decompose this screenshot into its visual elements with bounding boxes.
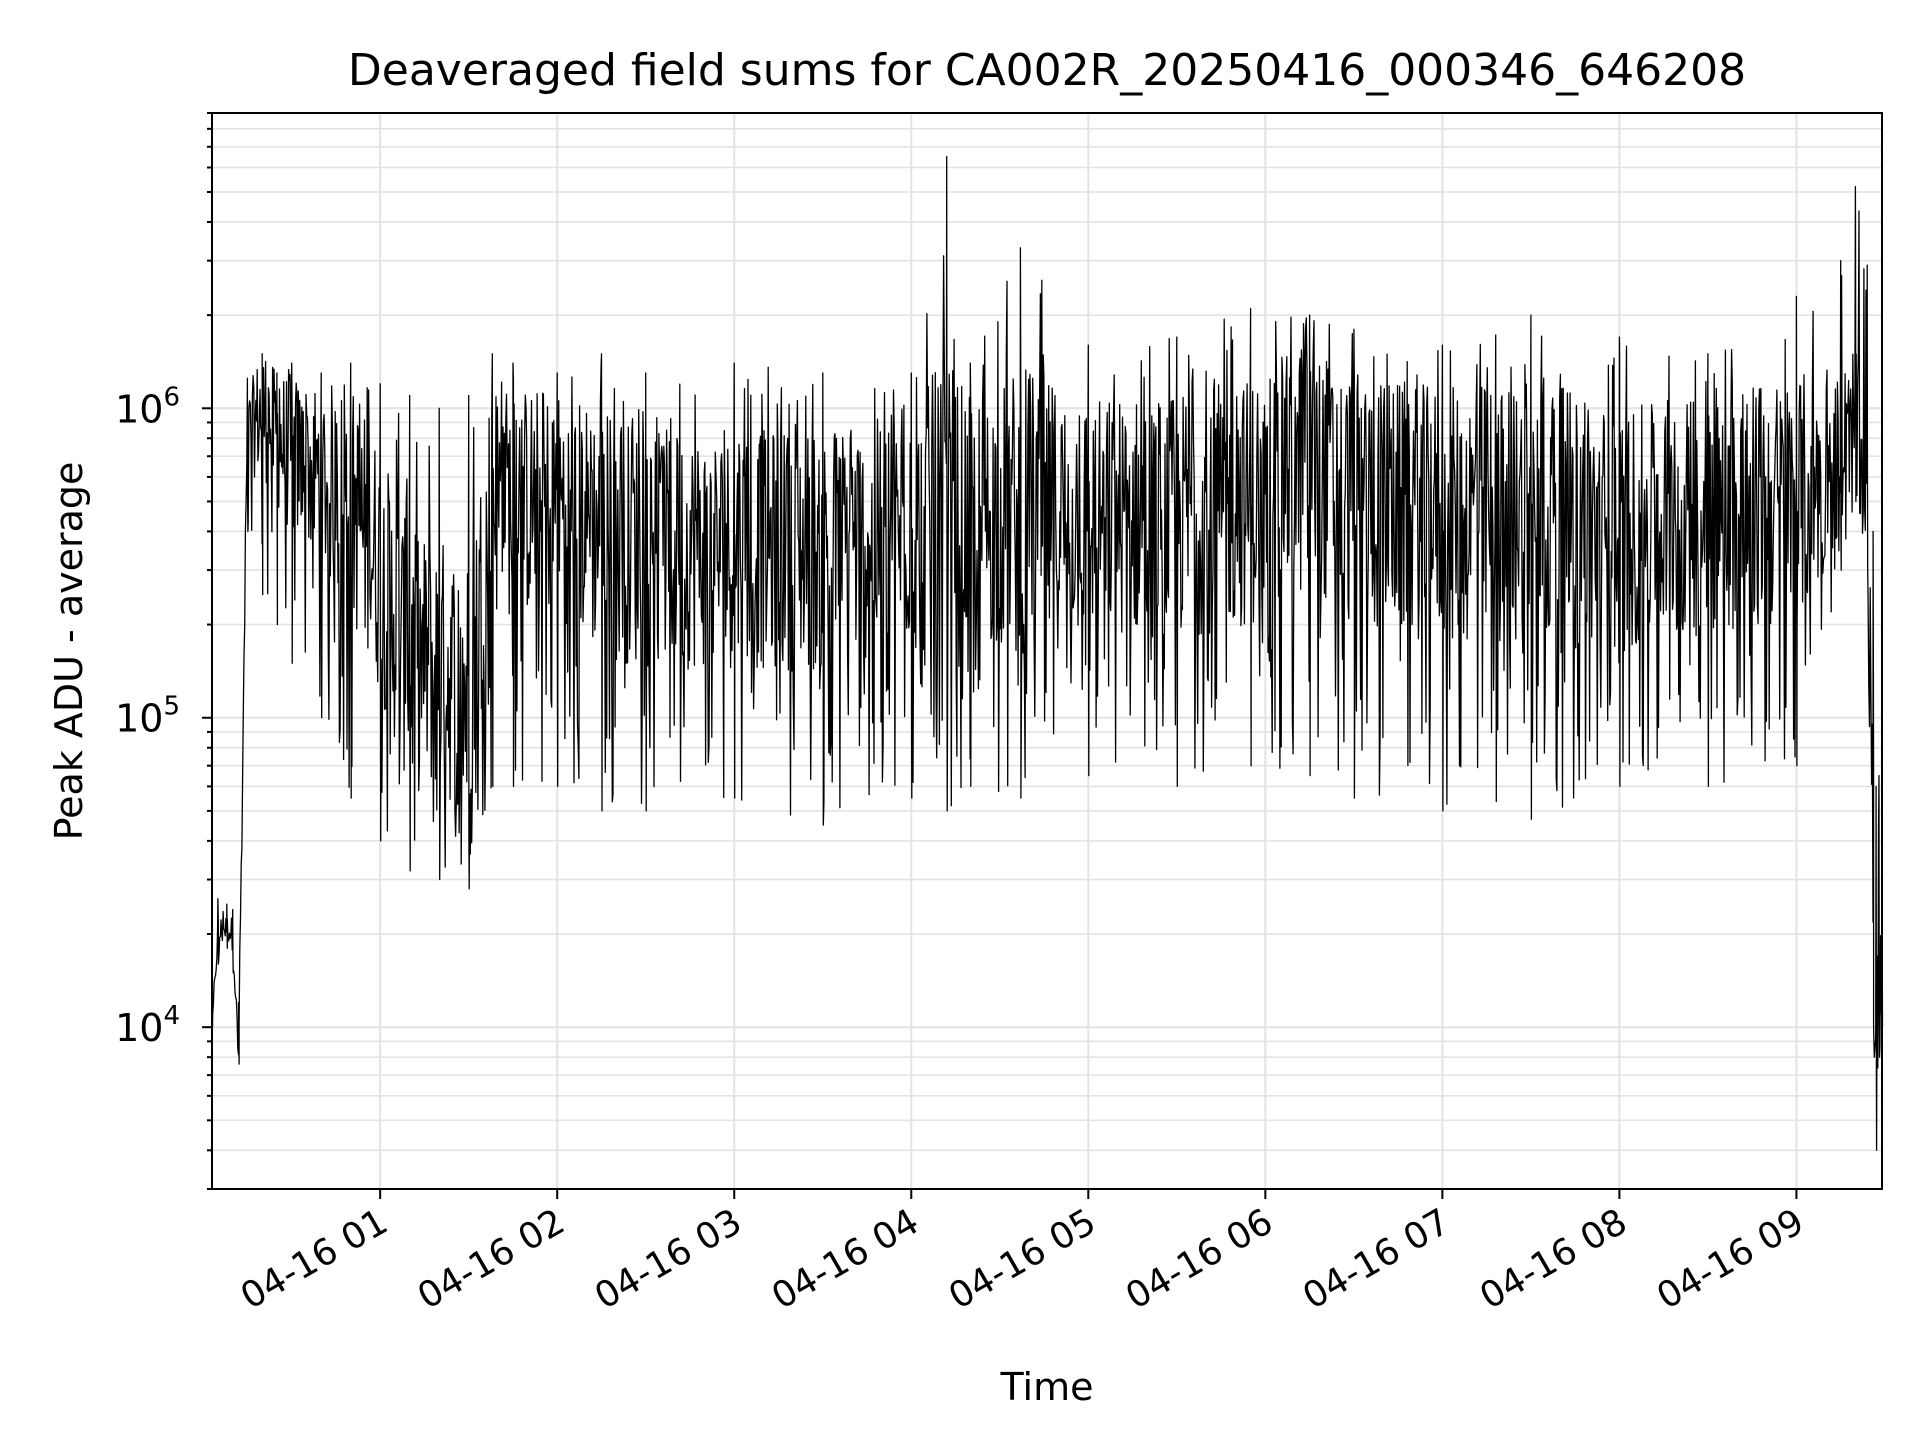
y-tick-label-base: 10 — [115, 697, 163, 741]
y-axis-label: Peak ADU - average — [47, 462, 91, 841]
series-line — [211, 156, 1884, 1151]
y-tick-label-base: 10 — [115, 387, 163, 431]
y-tick-label-base: 10 — [115, 1006, 163, 1050]
x-axis-label: Time — [1000, 1365, 1094, 1409]
y-tick-label: 104 — [115, 1001, 180, 1050]
y-tick-label-exponent: 4 — [163, 1001, 180, 1031]
axes-frame — [211, 112, 1883, 1190]
y-tick-label: 106 — [115, 382, 180, 431]
chart-title: Deaveraged field sums for CA002R_2025041… — [348, 45, 1746, 96]
series-layer — [211, 156, 1884, 1151]
y-tick-label: 105 — [115, 692, 180, 741]
y-tick-label-exponent: 5 — [163, 692, 180, 722]
y-tick-label-exponent: 6 — [163, 382, 180, 412]
